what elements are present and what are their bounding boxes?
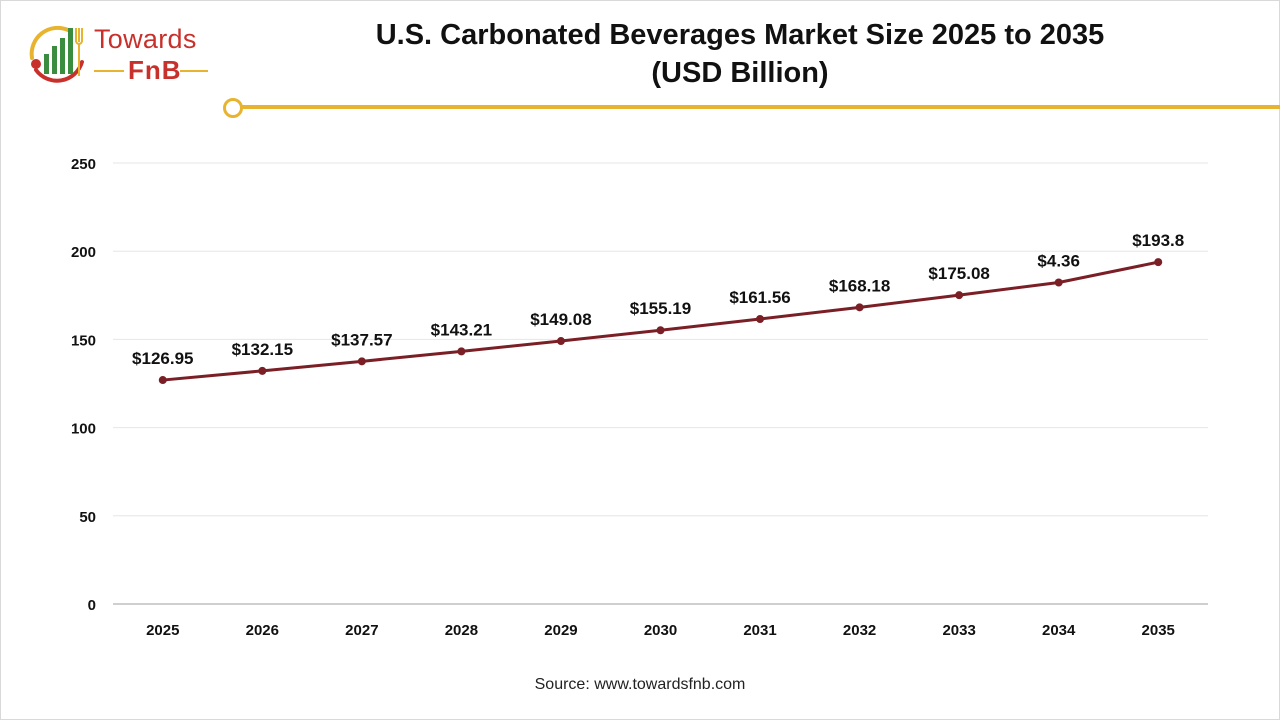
y-tick-label: 200 [71,244,96,261]
chart-title-line2: (USD Billion) [651,57,829,89]
data-point [1054,278,1063,287]
x-tick-label: 2025 [146,622,179,639]
data-point [955,291,964,300]
data-label: $143.21 [431,320,492,339]
brand-name-line2: FnB [128,55,182,85]
data-label: $193.8 [1132,231,1184,250]
data-point [357,357,366,366]
brand-name-line1: Towards [94,24,197,54]
title-rule-circle [223,98,243,118]
x-tick-label: 2031 [743,622,776,639]
brand-accent-bar-right [180,70,208,72]
title-rule-line [240,105,1280,109]
data-label: $137.57 [331,330,392,349]
x-tick-label: 2026 [246,622,279,639]
data-point [258,366,267,375]
data-label: $161.56 [729,288,790,307]
bar-chart-with-fork-icon [29,25,84,83]
data-label: $149.08 [530,310,591,329]
brand-accent-bar-left [94,70,124,72]
data-label: $168.18 [829,276,890,295]
data-point [158,376,167,385]
x-tick-label: 2028 [445,622,478,639]
x-tick-label: 2033 [942,622,975,639]
data-label: $132.15 [232,340,293,359]
data-point [656,326,665,335]
x-tick-label: 2035 [1142,622,1175,639]
y-tick-label: 100 [71,421,96,438]
x-tick-label: 2029 [544,622,577,639]
brand-logo: Towards FnB [24,18,214,90]
y-tick-label: 50 [79,509,96,526]
x-tick-label: 2027 [345,622,378,639]
x-tick-label: 2030 [644,622,677,639]
data-point [1154,258,1163,267]
chart-title: U.S. Carbonated Beverages Market Size 20… [230,16,1250,92]
data-point [556,337,565,346]
x-tick-label: 2034 [1042,622,1076,639]
data-label: $126.95 [132,349,193,368]
y-tick-label: 150 [71,332,96,349]
data-label: $175.08 [928,264,989,283]
y-tick-label: 250 [71,156,96,173]
data-label: $4.36 [1037,251,1080,270]
data-point [756,315,765,324]
chart-title-line1: U.S. Carbonated Beverages Market Size 20… [375,19,1105,51]
data-label: $155.19 [630,299,691,318]
y-tick-label: 0 [88,597,96,614]
x-tick-label: 2032 [843,622,876,639]
data-point [457,347,466,356]
source-note: Source: www.towardsfnb.com [534,676,746,693]
series-line [162,260,1159,382]
data-point [855,303,864,312]
